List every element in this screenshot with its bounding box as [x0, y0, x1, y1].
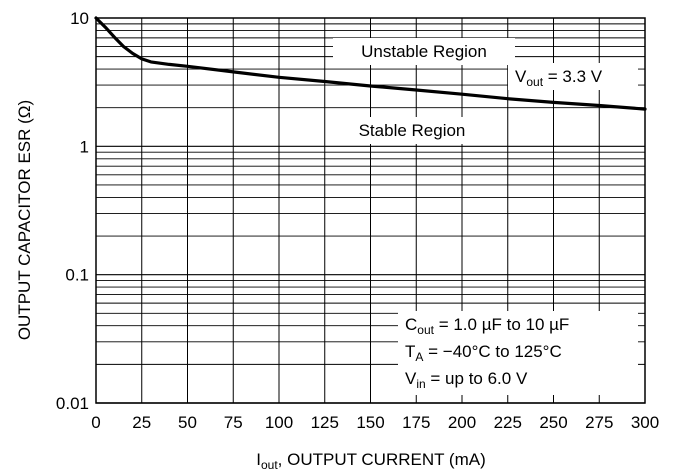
x-axis-label-main: I [256, 450, 261, 469]
vout-label: Vout = 3.3 V [515, 67, 603, 89]
x-tick-label: 0 [91, 413, 100, 432]
ta-rest: = −40°C to 125°C [423, 342, 561, 361]
x-tick-label: 150 [356, 413, 384, 432]
x-tick-label: 50 [178, 413, 197, 432]
vin-sub: in [416, 377, 425, 391]
ta-label: TA = −40°C to 125°C [405, 342, 562, 364]
x-axis-label-sub: out [261, 458, 278, 472]
series-layer [94, 16, 647, 111]
x-tick-labels: 0 25 50 75 100 125 150 175 200 225 250 275 300 [91, 413, 659, 432]
y-tick-labels: 10 1 0.1 0.01 [56, 9, 89, 413]
y-tick-label: 10 [70, 9, 89, 28]
x-tick-label: 250 [539, 413, 567, 432]
x-tick-label: 175 [402, 413, 430, 432]
unstable-region-label: Unstable Region [361, 42, 487, 61]
vin-label: Vin = up to 6.0 V [405, 369, 528, 391]
x-tick-label: 275 [585, 413, 613, 432]
stable-region-label: Stable Region [359, 121, 466, 140]
x-tick-label: 225 [494, 413, 522, 432]
annotation-background [333, 38, 515, 65]
esr-boundary-line [94, 16, 647, 111]
y-tick-label: 0.1 [65, 266, 89, 285]
cout-sub: out [417, 323, 434, 337]
x-tick-label: 125 [311, 413, 339, 432]
x-tick-label: 200 [448, 413, 476, 432]
vout-main: V [515, 67, 527, 86]
x-tick-label: 300 [631, 413, 659, 432]
x-tick-label: 75 [224, 413, 243, 432]
cout-rest: = 1.0 µF to 10 µF [434, 315, 569, 334]
annotation-background [398, 311, 638, 395]
vin-rest: = up to 6.0 V [426, 369, 528, 388]
x-tick-label: 100 [265, 413, 293, 432]
ta-sub: A [415, 350, 423, 364]
cout-label: Cout = 1.0 µF to 10 µF [405, 315, 569, 337]
x-axis-label: Iout, OUTPUT CURRENT (mA) [256, 450, 486, 472]
annotation-background [508, 63, 638, 90]
annotation-background [340, 117, 485, 144]
plot-frame [95, 17, 646, 404]
annotation-backgrounds [333, 38, 638, 395]
vout-rest: = 3.3 V [543, 67, 603, 86]
vin-main: V [405, 369, 417, 388]
y-tick-label: 0.01 [56, 394, 89, 413]
x-axis-label-rest: , OUTPUT CURRENT (mA) [278, 450, 486, 469]
ta-main: T [405, 342, 415, 361]
x-tick-label: 25 [132, 413, 151, 432]
cout-main: C [405, 315, 417, 334]
vout-sub: out [526, 75, 543, 89]
y-axis-label: OUTPUT CAPACITOR ESR (Ω) [15, 100, 34, 340]
y-tick-label: 1 [80, 137, 89, 156]
